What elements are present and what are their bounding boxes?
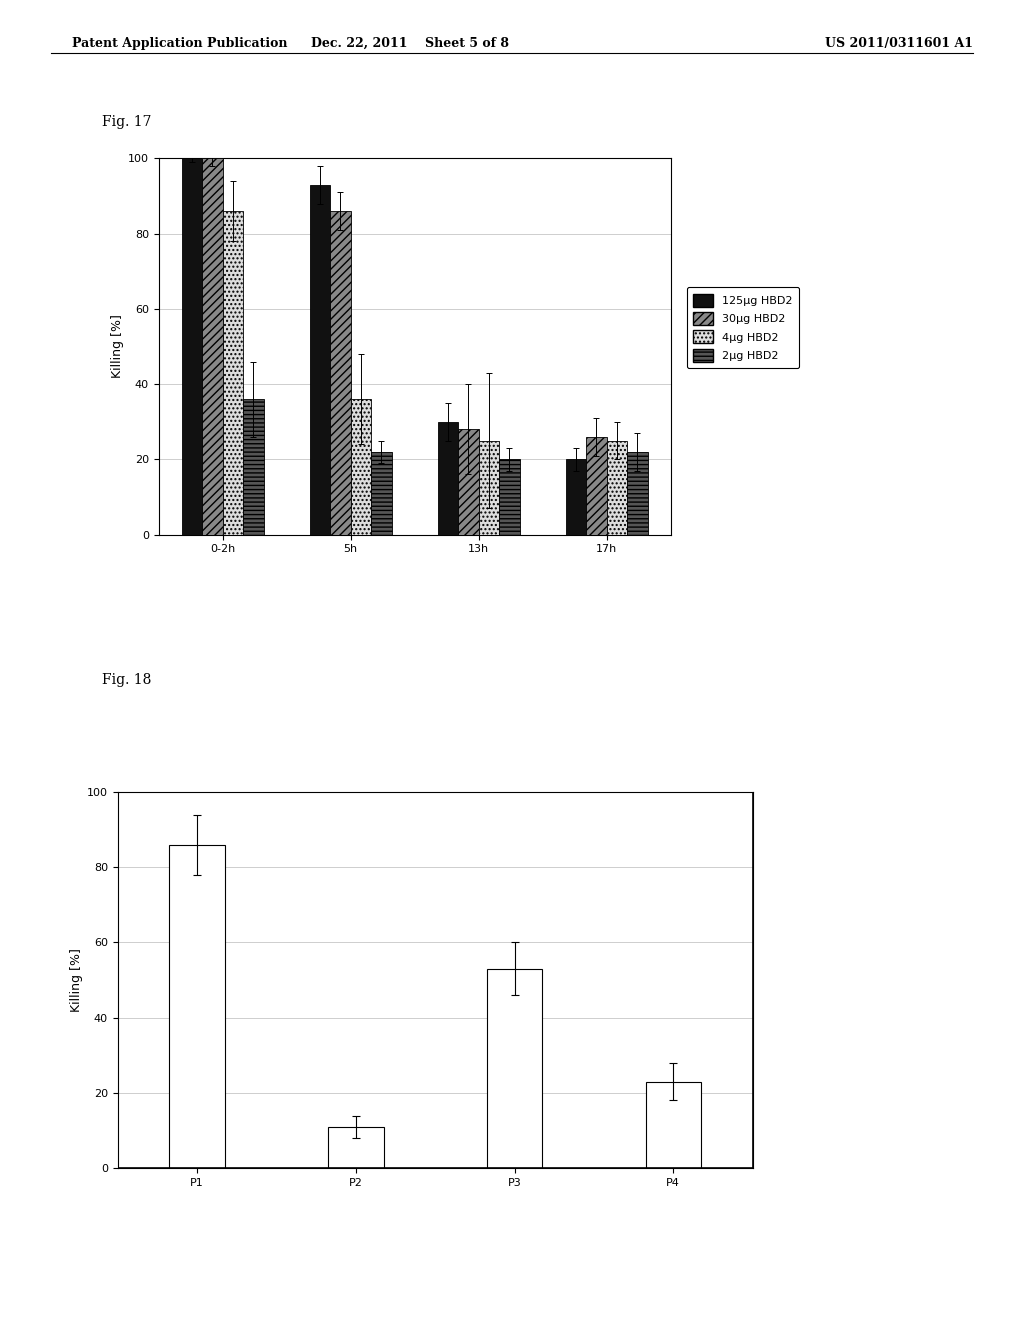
Bar (479, 441, 500, 535)
Y-axis label: Killing [%]: Killing [%] (111, 314, 124, 379)
Bar (586, 437, 606, 535)
Bar (244, 399, 264, 535)
Bar (459, 429, 479, 535)
Bar (330, 211, 350, 535)
Bar (223, 211, 244, 535)
Bar (486, 969, 543, 1168)
Bar (627, 451, 648, 535)
Bar (565, 459, 586, 535)
Text: Dec. 22, 2011    Sheet 5 of 8: Dec. 22, 2011 Sheet 5 of 8 (310, 37, 509, 50)
Bar (169, 845, 225, 1168)
Bar (118, 792, 753, 1168)
Bar (350, 399, 372, 535)
Bar (606, 441, 627, 535)
Y-axis label: Killing [%]: Killing [%] (70, 948, 83, 1012)
Bar (500, 459, 520, 535)
Bar (203, 158, 223, 535)
Bar (371, 451, 391, 535)
Text: Fig. 18: Fig. 18 (102, 673, 152, 688)
Text: US 2011/0311601 A1: US 2011/0311601 A1 (824, 37, 973, 50)
Bar (309, 185, 330, 535)
Text: Fig. 17: Fig. 17 (102, 115, 152, 129)
Bar (645, 1081, 701, 1168)
Text: Patent Application Publication: Patent Application Publication (72, 37, 287, 50)
Bar (182, 158, 202, 535)
Bar (328, 1127, 384, 1168)
Bar (438, 422, 459, 535)
Legend: 125μg HBD2, 30μg HBD2, 4μg HBD2, 2μg HBD2: 125μg HBD2, 30μg HBD2, 4μg HBD2, 2μg HBD… (686, 286, 800, 368)
